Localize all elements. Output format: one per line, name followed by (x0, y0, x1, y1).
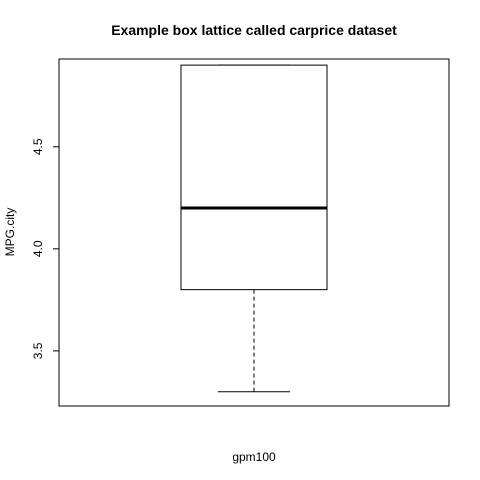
y-tick-label: 4.0 (31, 240, 45, 257)
interquartile-box (180, 64, 328, 291)
y-axis: 3.5 4.0 4.5 (31, 138, 60, 359)
chart-title: Example box lattice called carprice data… (111, 22, 397, 38)
y-tick-label: 4.5 (31, 138, 45, 155)
y-axis-label: MPG.city (3, 208, 17, 257)
y-tick-label: 3.5 (31, 342, 45, 359)
x-axis-label: gpm100 (232, 450, 276, 464)
box-element (180, 64, 328, 393)
